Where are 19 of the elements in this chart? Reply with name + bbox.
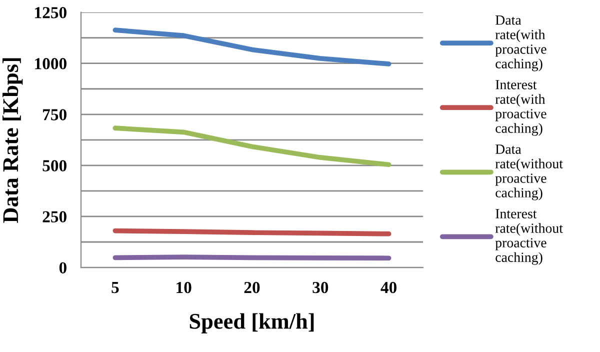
- line-series: [112, 126, 392, 168]
- legend-label: Data rate(with proactive caching): [495, 16, 546, 72]
- legend-label: Data rate(without proactive caching): [495, 144, 563, 200]
- y-tick-label: 1000: [35, 58, 66, 70]
- y-axis-title: Data Rate [Kbps]: [2, 58, 23, 223]
- x-tick-label: 20: [244, 282, 260, 294]
- legend-label: Interest rate(with proactive caching): [495, 80, 546, 136]
- y-tick-label: 0: [59, 262, 66, 274]
- x-tick-label: 40: [380, 282, 396, 294]
- x-tick-label: 5: [112, 282, 119, 294]
- y-tick-label: 1250: [35, 7, 66, 18]
- x-tick-label: 30: [312, 282, 328, 294]
- x-tick-label: 10: [176, 282, 192, 294]
- x-axis-title: Speed [km/h]: [190, 313, 314, 334]
- line-series: [112, 28, 392, 66]
- y-tick-label: 500: [42, 160, 66, 172]
- y-tick-label: 250: [42, 211, 66, 222]
- y-tick-label: 750: [43, 109, 66, 120]
- legend-label: Interest rate(without proactive caching): [495, 209, 563, 265]
